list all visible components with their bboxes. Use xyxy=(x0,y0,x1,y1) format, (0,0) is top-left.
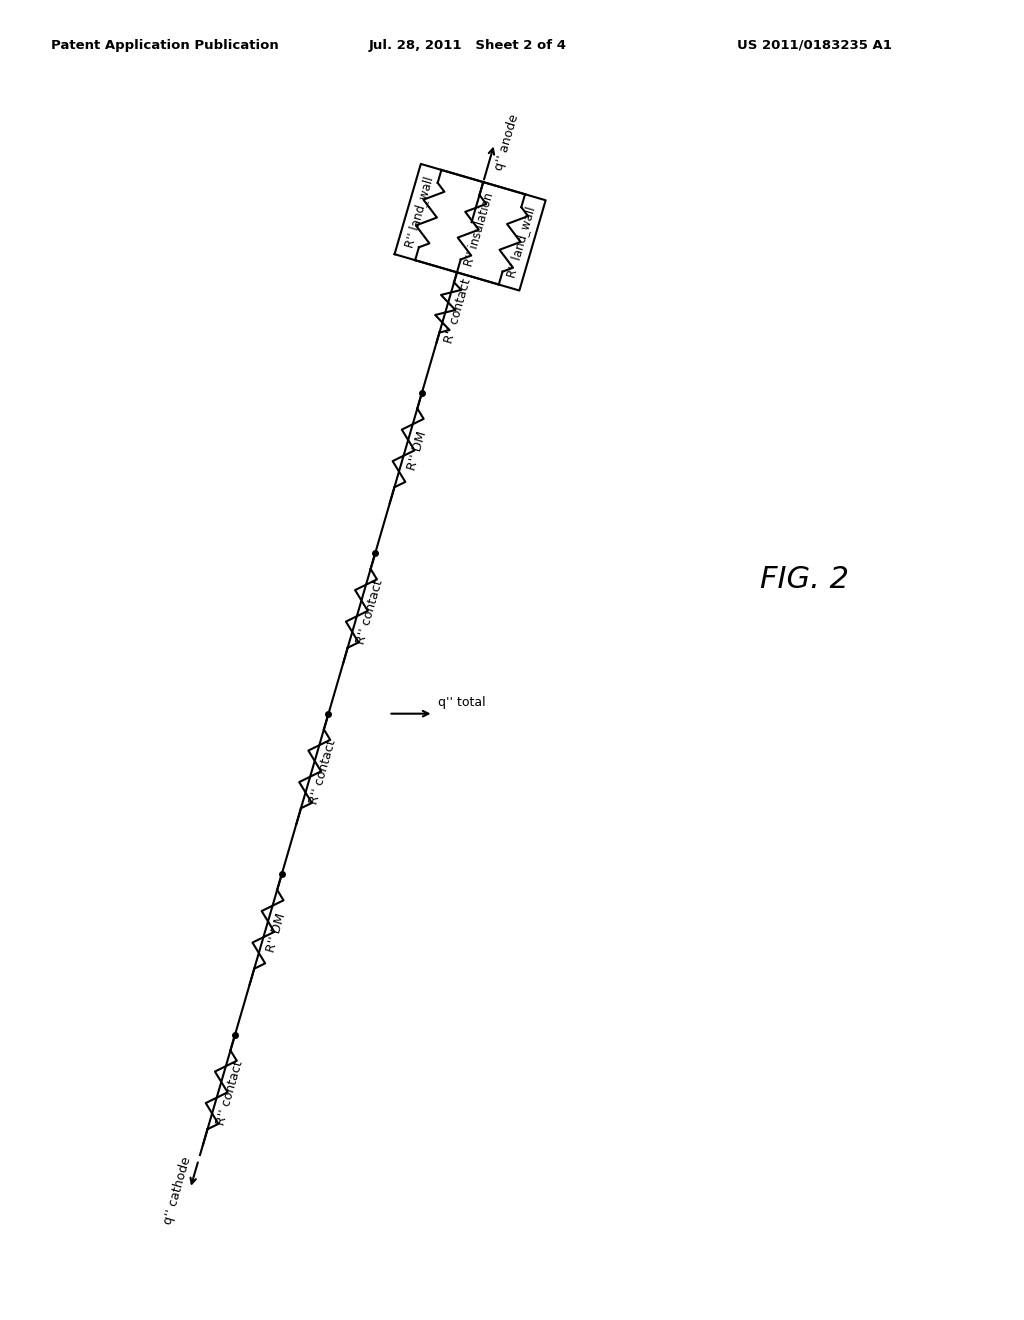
Text: R'' land_wall: R'' land_wall xyxy=(402,176,435,249)
Text: FIG. 2: FIG. 2 xyxy=(760,565,849,594)
Text: R'' contact: R'' contact xyxy=(214,1059,246,1127)
Text: Jul. 28, 2011   Sheet 2 of 4: Jul. 28, 2011 Sheet 2 of 4 xyxy=(369,38,566,51)
Text: q'' cathode: q'' cathode xyxy=(162,1155,194,1225)
Text: R'' contact: R'' contact xyxy=(354,578,386,645)
Text: R'' contact: R'' contact xyxy=(442,277,473,345)
Text: q'' anode: q'' anode xyxy=(493,112,521,172)
Text: R'' DM: R'' DM xyxy=(406,430,429,473)
Text: R'' DM: R'' DM xyxy=(265,911,289,953)
Text: US 2011/0183235 A1: US 2011/0183235 A1 xyxy=(737,38,892,51)
Text: R'' contact: R'' contact xyxy=(308,738,339,807)
Text: R'' land_wall: R'' land_wall xyxy=(505,205,538,279)
Text: q'' total: q'' total xyxy=(438,696,486,709)
Text: R'' insulation: R'' insulation xyxy=(462,191,496,268)
Text: Patent Application Publication: Patent Application Publication xyxy=(51,38,279,51)
